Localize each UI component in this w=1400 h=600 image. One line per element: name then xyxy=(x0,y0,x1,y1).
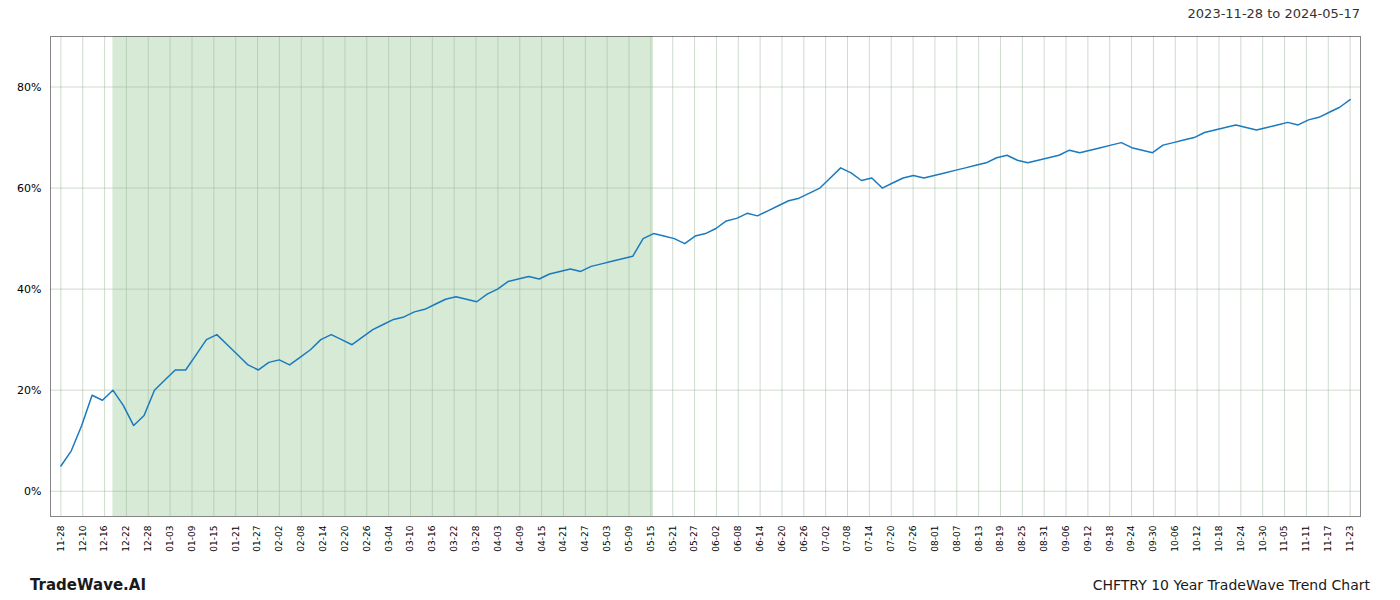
svg-text:05-03: 05-03 xyxy=(602,526,612,552)
svg-text:07-14: 07-14 xyxy=(864,525,874,551)
svg-text:11-11: 11-11 xyxy=(1301,526,1311,552)
svg-text:11-23: 11-23 xyxy=(1345,526,1355,552)
svg-text:01-27: 01-27 xyxy=(252,526,262,552)
svg-text:06-14: 06-14 xyxy=(755,525,765,551)
svg-text:10-12: 10-12 xyxy=(1192,526,1202,552)
svg-text:03-10: 03-10 xyxy=(405,525,415,551)
svg-text:60%: 60% xyxy=(17,182,41,195)
svg-text:11-28: 11-28 xyxy=(56,525,66,551)
svg-text:40%: 40% xyxy=(17,283,41,296)
svg-text:10-06: 10-06 xyxy=(1170,525,1180,551)
html-text:2023-11-28 to 2024-05-17: 2023-11-28 to 2024-05-17 xyxy=(1187,6,1360,21)
svg-text:02-20: 02-20 xyxy=(340,525,350,551)
svg-text:12-16: 12-16 xyxy=(99,525,109,551)
svg-text:08-01: 08-01 xyxy=(930,526,940,552)
svg-text:05-09: 05-09 xyxy=(624,525,634,551)
svg-text:04-21: 04-21 xyxy=(558,526,568,552)
svg-text:01-09: 01-09 xyxy=(187,525,197,551)
svg-text:04-03: 04-03 xyxy=(493,526,503,552)
svg-text:09-30: 09-30 xyxy=(1148,525,1158,551)
svg-text:09-06: 09-06 xyxy=(1061,525,1071,551)
svg-text:06-02: 06-02 xyxy=(711,526,721,552)
svg-text:06-08: 06-08 xyxy=(733,525,743,551)
svg-text:01-15: 01-15 xyxy=(209,526,219,552)
svg-text:02-08: 02-08 xyxy=(296,525,306,551)
svg-text:03-22: 03-22 xyxy=(449,526,459,552)
svg-text:20%: 20% xyxy=(17,384,41,397)
svg-text:08-13: 08-13 xyxy=(974,526,984,552)
svg-text:05-15: 05-15 xyxy=(646,526,656,552)
svg-text:07-02: 07-02 xyxy=(821,526,831,552)
svg-text:02-14: 02-14 xyxy=(318,525,328,551)
svg-text:04-09: 04-09 xyxy=(515,525,525,551)
svg-text:10-30: 10-30 xyxy=(1258,525,1268,551)
svg-text:07-08: 07-08 xyxy=(842,525,852,551)
html-text:TradeWave.AI: TradeWave.AI xyxy=(30,576,146,594)
svg-text:08-07: 08-07 xyxy=(952,526,962,552)
svg-text:02-02: 02-02 xyxy=(274,526,284,552)
svg-text:03-28: 03-28 xyxy=(471,525,481,551)
svg-text:08-25: 08-25 xyxy=(1017,526,1027,552)
svg-text:12-28: 12-28 xyxy=(143,525,153,551)
svg-text:04-15: 04-15 xyxy=(536,526,546,552)
svg-text:01-21: 01-21 xyxy=(231,526,241,552)
svg-text:10-18: 10-18 xyxy=(1214,525,1224,551)
svg-text:08-19: 08-19 xyxy=(995,525,1005,551)
svg-text:03-16: 03-16 xyxy=(427,525,437,551)
svg-text:02-26: 02-26 xyxy=(362,525,372,551)
svg-text:05-27: 05-27 xyxy=(689,526,699,552)
html-text:CHFTRY 10 Year TradeWave Trend: CHFTRY 10 Year TradeWave Trend Chart xyxy=(1092,577,1370,593)
svg-text:09-12: 09-12 xyxy=(1083,526,1093,552)
svg-text:03-04: 03-04 xyxy=(384,525,394,551)
svg-text:04-27: 04-27 xyxy=(580,526,590,552)
svg-text:06-20: 06-20 xyxy=(777,525,787,551)
svg-text:0%: 0% xyxy=(24,485,41,498)
svg-text:10-24: 10-24 xyxy=(1236,525,1246,551)
svg-text:07-26: 07-26 xyxy=(908,525,918,551)
svg-text:09-18: 09-18 xyxy=(1105,525,1115,551)
svg-text:12-22: 12-22 xyxy=(121,526,131,552)
svg-text:08-31: 08-31 xyxy=(1039,526,1049,552)
svg-text:05-21: 05-21 xyxy=(668,526,678,552)
svg-text:06-26: 06-26 xyxy=(799,525,809,551)
svg-text:01-03: 01-03 xyxy=(165,526,175,552)
svg-text:12-10: 12-10 xyxy=(78,525,88,551)
svg-text:09-24: 09-24 xyxy=(1126,525,1136,551)
svg-text:11-05: 11-05 xyxy=(1279,526,1289,552)
svg-text:07-20: 07-20 xyxy=(886,525,896,551)
svg-text:11-17: 11-17 xyxy=(1323,526,1333,552)
svg-text:80%: 80% xyxy=(17,81,41,94)
